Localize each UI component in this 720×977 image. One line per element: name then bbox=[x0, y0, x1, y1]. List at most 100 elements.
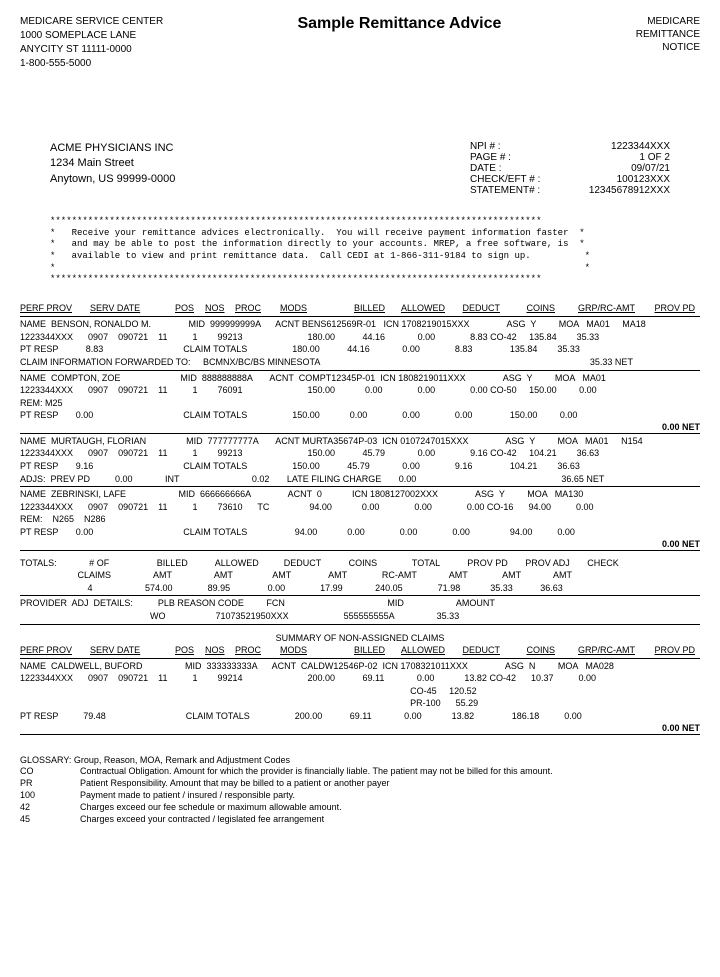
glossary-title: GLOSSARY: Group, Reason, MOA, Remark and… bbox=[20, 755, 700, 765]
col-coins: COINS bbox=[500, 645, 555, 655]
provider-name: ACME PHYSICIANS INC bbox=[50, 141, 175, 156]
notice-box: ****************************************… bbox=[50, 216, 670, 286]
rule bbox=[20, 550, 700, 551]
claim-name: NAME CALDWELL, BUFORD MID 333333333A ACN… bbox=[20, 660, 700, 673]
notice-text: * * bbox=[50, 263, 670, 275]
totals-values: 4 574.00 89.95 0.00 17.99 240.05 71.98 3… bbox=[20, 582, 700, 595]
meta-label: CHECK/EFT # : bbox=[470, 174, 560, 185]
header: MEDICARE SERVICE CENTER 1000 SOMEPLACE L… bbox=[20, 15, 700, 71]
claim-rem: REM: M25 bbox=[20, 397, 700, 410]
col-prov: PROV PD bbox=[635, 303, 695, 313]
notice-border: ****************************************… bbox=[50, 216, 670, 228]
gloss-code: PR bbox=[20, 778, 80, 788]
claim-name: NAME COMPTON, ZOE MID 888888888A ACNT CO… bbox=[20, 372, 700, 385]
col-allowed: ALLOWED bbox=[385, 645, 445, 655]
gloss-desc: Patient Responsibility. Amount that may … bbox=[80, 778, 390, 788]
col-grp: GRP/RC-AMT bbox=[555, 645, 635, 655]
col-nos: NOS bbox=[205, 645, 235, 655]
column-headers-2: PERF PROV SERV DATE POS NOS PROC MODS BI… bbox=[20, 643, 700, 657]
claim-ptresp: PT RESP 0.00 CLAIM TOTALS 94.00 0.00 0.0… bbox=[20, 526, 700, 539]
summary-title: SUMMARY OF NON-ASSIGNED CLAIMS bbox=[20, 633, 700, 643]
gloss-code: 42 bbox=[20, 802, 80, 812]
doc-type-line: NOTICE bbox=[636, 41, 700, 54]
meta-date: 09/07/21 bbox=[560, 163, 670, 174]
sender-address: MEDICARE SERVICE CENTER 1000 SOMEPLACE L… bbox=[20, 15, 163, 71]
notice-border: ****************************************… bbox=[50, 274, 670, 286]
rule bbox=[20, 595, 700, 596]
provider-adj-values: WO 71073521950XXX 555555555A 35.33 bbox=[20, 610, 700, 623]
notice-text: * available to view and print remittance… bbox=[50, 251, 670, 263]
meta-label: NPI # : bbox=[470, 141, 560, 152]
meta-info: NPI # :1223344XXX PAGE # :1 OF 2 DATE :0… bbox=[470, 141, 670, 196]
notice-text: * and may be able to post the informatio… bbox=[50, 239, 670, 251]
rule bbox=[20, 370, 700, 371]
claim-ptresp: PT RESP 79.48 CLAIM TOTALS 200.00 69.11 … bbox=[20, 710, 700, 723]
col-deduct: DEDUCT bbox=[445, 645, 500, 655]
col-mods: MODS bbox=[280, 303, 325, 313]
totals-header: TOTALS: # OF BILLED ALLOWED DEDUCT COINS… bbox=[20, 557, 700, 570]
col-serv: SERV DATE bbox=[90, 645, 175, 655]
rule bbox=[20, 486, 700, 487]
col-grp: GRP/RC-AMT bbox=[555, 303, 635, 313]
meta-label: DATE : bbox=[470, 163, 560, 174]
provider-adj-header: PROVIDER ADJ DETAILS: PLB REASON CODE FC… bbox=[20, 597, 700, 610]
meta-stmt: 12345678912XXX bbox=[560, 185, 670, 196]
gloss-code: 45 bbox=[20, 814, 80, 824]
gloss-code: 100 bbox=[20, 790, 80, 800]
provider-addr1: 1234 Main Street bbox=[50, 156, 175, 171]
column-headers: PERF PROV SERV DATE POS NOS PROC MODS BI… bbox=[20, 301, 700, 315]
rule bbox=[20, 658, 700, 659]
col-nos: NOS bbox=[205, 303, 235, 313]
claim-forwarded: CLAIM INFORMATION FORWARDED TO: BCMNX/BC… bbox=[20, 356, 700, 369]
col-billed: BILLED bbox=[325, 645, 385, 655]
provider-addr2: Anytown, US 99999-0000 bbox=[50, 172, 175, 187]
col-coins: COINS bbox=[500, 303, 555, 313]
gloss-code: CO bbox=[20, 766, 80, 776]
page-title: Sample Remittance Advice bbox=[163, 15, 636, 33]
doc-type-line: MEDICARE bbox=[636, 15, 700, 28]
meta-label: STATEMENT# : bbox=[470, 185, 560, 196]
totals-header2: CLAIMS AMT AMT AMT AMT RC-AMT AMT AMT AM… bbox=[20, 569, 700, 582]
doc-type: MEDICARE REMITTANCE NOTICE bbox=[636, 15, 700, 54]
notice-text: * Receive your remittance advices electr… bbox=[50, 228, 670, 240]
col-pos: POS bbox=[175, 645, 205, 655]
claim-line: CO-45 120.52 bbox=[20, 685, 700, 698]
claim-line: 1223344XXX 0907 090721 11 1 99213 180.00… bbox=[20, 331, 700, 344]
claim-name: NAME MURTAUGH, FLORIAN MID 777777777A AC… bbox=[20, 435, 700, 448]
col-perf: PERF PROV bbox=[20, 645, 90, 655]
claim-rem: REM: N265 N286 bbox=[20, 513, 700, 526]
gloss-desc: Payment made to patient / insured / resp… bbox=[80, 790, 295, 800]
col-deduct: DEDUCT bbox=[445, 303, 500, 313]
claim-name: NAME ZEBRINSKI, LAFE MID 666666666A ACNT… bbox=[20, 488, 700, 501]
provider-meta-block: ACME PHYSICIANS INC 1234 Main Street Any… bbox=[20, 141, 700, 196]
rule bbox=[20, 624, 700, 625]
col-allowed: ALLOWED bbox=[385, 303, 445, 313]
provider-address: ACME PHYSICIANS INC 1234 Main Street Any… bbox=[50, 141, 175, 196]
sender-line: MEDICARE SERVICE CENTER bbox=[20, 15, 163, 29]
claim-ptresp: PT RESP 0.00 CLAIM TOTALS 150.00 0.00 0.… bbox=[20, 409, 700, 422]
claim-ptresp: PT RESP 8.83 CLAIM TOTALS 180.00 44.16 0… bbox=[20, 343, 700, 356]
gloss-desc: Charges exceed our fee schedule or maxim… bbox=[80, 802, 342, 812]
meta-page: 1 OF 2 bbox=[560, 152, 670, 163]
col-serv: SERV DATE bbox=[90, 303, 175, 313]
sender-line: 1000 SOMEPLACE LANE bbox=[20, 29, 163, 43]
meta-npi: 1223344XXX bbox=[560, 141, 670, 152]
glossary: GLOSSARY: Group, Reason, MOA, Remark and… bbox=[20, 755, 700, 825]
claim-net: 0.00 NET bbox=[20, 539, 700, 549]
claim-line: 1223344XXX 0907 090721 11 1 99214 200.00… bbox=[20, 672, 700, 685]
sender-line: 1-800-555-5000 bbox=[20, 57, 163, 71]
claim-net: 0.00 NET bbox=[20, 422, 700, 432]
claim-line: 1223344XXX 0907 090721 11 1 73610 TC 94.… bbox=[20, 501, 700, 514]
claim-net: 0.00 NET bbox=[20, 723, 700, 733]
claim-ptresp: PT RESP 9.16 CLAIM TOTALS 150.00 45.79 0… bbox=[20, 460, 700, 473]
rule bbox=[20, 734, 700, 735]
gloss-desc: Charges exceed your contracted / legisla… bbox=[80, 814, 324, 824]
col-pos: POS bbox=[175, 303, 205, 313]
rule bbox=[20, 316, 700, 317]
col-proc: PROC bbox=[235, 303, 280, 313]
sender-line: ANYCITY ST 11111-0000 bbox=[20, 43, 163, 57]
claim-adjs: ADJS: PREV PD 0.00 INT 0.02 LATE FILING … bbox=[20, 473, 700, 486]
col-billed: BILLED bbox=[325, 303, 385, 313]
col-perf: PERF PROV bbox=[20, 303, 90, 313]
meta-label: PAGE # : bbox=[470, 152, 560, 163]
